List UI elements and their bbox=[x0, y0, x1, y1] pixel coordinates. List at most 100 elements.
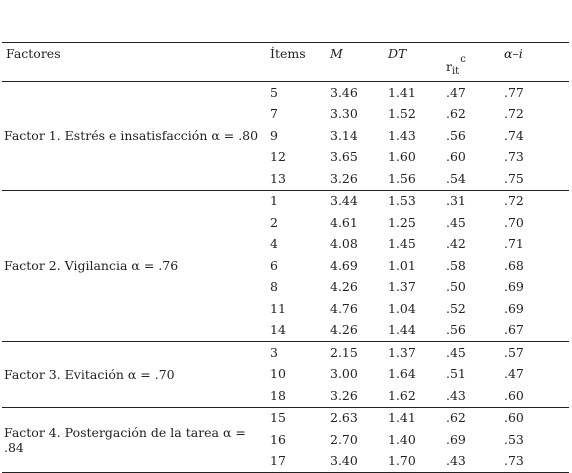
table-header: Factores Ítems M DT ritc α–i bbox=[2, 42, 569, 82]
cell-item: 9 bbox=[270, 127, 278, 143]
cell-rit: .42 bbox=[446, 236, 466, 252]
cell-alpha-i: .75 bbox=[500, 168, 569, 191]
cell-rit: .52 bbox=[446, 300, 466, 316]
cell-dt: 1.25 bbox=[388, 214, 416, 230]
cell-dt: 1.41 bbox=[388, 410, 416, 426]
factor-label: Factor 4. Postergación de la tarea α = .… bbox=[2, 407, 266, 473]
cell-m: 4.76 bbox=[330, 300, 358, 316]
table-row: Factor 1. Estrés e insatisfacción α = .8… bbox=[2, 81, 569, 191]
header-rit-sub: it bbox=[451, 66, 460, 77]
cell-item: 10 bbox=[270, 366, 286, 382]
cell-item: 8 bbox=[270, 279, 278, 295]
data-table-container: Factores Ítems M DT ritc α–i Factor 1. E… bbox=[2, 42, 569, 473]
cell-alpha-i: .77 bbox=[504, 84, 524, 100]
cell-alpha-i: .73 bbox=[504, 149, 524, 165]
cell-alpha-i: .67 bbox=[500, 319, 569, 342]
cell-dt: 1.62 bbox=[384, 385, 442, 408]
cell-dt: 1.04 bbox=[388, 300, 416, 316]
cell-m: 3.26 bbox=[326, 385, 384, 408]
header-dt: DT bbox=[388, 46, 407, 61]
cell-rit: .31 bbox=[446, 193, 466, 209]
cell-dt: 1.60 bbox=[388, 149, 416, 165]
cell-dt: 1.37 bbox=[388, 344, 416, 360]
cell-dt: 1.56 bbox=[384, 168, 442, 191]
header-row: Factores Ítems M DT ritc α–i bbox=[2, 42, 569, 82]
cell-rit: .43 bbox=[442, 385, 500, 408]
cell-m: 3.00 bbox=[330, 366, 358, 382]
table-row: Factor 3. Evitación α = .70 3 2.15 1.37 .45.… bbox=[2, 341, 569, 408]
cell-dt: 1.45 bbox=[388, 236, 416, 252]
cell-m: 4.08 bbox=[330, 236, 358, 252]
cell-item: 6 bbox=[270, 257, 278, 273]
table-row: 12 3.65 1.60 .60 .73 bbox=[2, 147, 569, 169]
cell-dt: 1.40 bbox=[388, 431, 416, 447]
factor-label: Factor 2. Vigilancia α = .76 bbox=[2, 190, 266, 342]
cell-dt: 1.01 bbox=[388, 257, 416, 273]
table-row: 11 4.76 1.04 .52 .69 bbox=[2, 298, 569, 320]
cell-dt: 1.44 bbox=[384, 319, 442, 342]
cell-item: 16 bbox=[270, 431, 286, 447]
cell-item: 14 bbox=[266, 319, 326, 342]
cell-m: 3.65 bbox=[330, 149, 358, 165]
cell-alpha-i: .70 bbox=[504, 214, 524, 230]
header-alpha-i: α–i bbox=[504, 46, 523, 61]
header-rit-base: r bbox=[446, 59, 452, 74]
header-factores: Factores bbox=[6, 46, 61, 61]
cell-m: 4.26 bbox=[326, 319, 384, 342]
table-body: Factor 1. Estrés e insatisfacción α = .8… bbox=[2, 81, 569, 473]
cell-dt: 1.64 bbox=[388, 366, 416, 382]
cell-rit: .60 bbox=[446, 149, 466, 165]
table-row: 13 3.26 1.56.54.75 bbox=[2, 168, 569, 191]
header-m: M bbox=[330, 46, 343, 61]
cell-alpha-i: .74 bbox=[504, 127, 524, 143]
cell-item: 7 bbox=[270, 106, 278, 122]
cell-alpha-i: .68 bbox=[504, 257, 524, 273]
cell-alpha-i: .71 bbox=[504, 236, 524, 252]
cell-item: 4 bbox=[270, 236, 278, 252]
cell-rit: .62 bbox=[446, 410, 466, 426]
cell-dt: 1.37 bbox=[388, 279, 416, 295]
cell-m: 3.30 bbox=[330, 106, 358, 122]
cell-item: 1 bbox=[270, 193, 278, 209]
cell-dt: 1.43 bbox=[388, 127, 416, 143]
cell-item: 15 bbox=[270, 410, 286, 426]
table-row: 14 4.26 1.44.56.67 bbox=[2, 319, 569, 342]
factor-table: Factores Ítems M DT ritc α–i Factor 1. E… bbox=[2, 42, 569, 473]
cell-alpha-i: .60 bbox=[500, 385, 569, 408]
table-row: 6 4.69 1.01 .58 .68 bbox=[2, 255, 569, 277]
cell-m: 3.26 bbox=[326, 168, 384, 191]
cell-item: 2 bbox=[270, 214, 278, 230]
cell-dt: 1.53 bbox=[388, 193, 416, 209]
cell-rit: .51 bbox=[446, 366, 466, 382]
cell-item: 12 bbox=[270, 149, 286, 165]
table-row: Factor 4. Postergación de la tarea α = .… bbox=[2, 407, 569, 473]
cell-rit: .45 bbox=[446, 214, 466, 230]
cell-rit: .50 bbox=[446, 279, 466, 295]
cell-rit: .54 bbox=[442, 168, 500, 191]
table-row: 4 4.08 1.45 .42 .71 bbox=[2, 234, 569, 256]
cell-m: 3.44 bbox=[330, 193, 358, 209]
cell-item: 18 bbox=[266, 385, 326, 408]
cell-item: 13 bbox=[266, 168, 326, 191]
table-row: Factor 2. Vigilancia α = .76 1 3.44 1.53 .31… bbox=[2, 190, 569, 342]
cell-alpha-i: .53 bbox=[504, 431, 524, 447]
table-row: 2 4.61 1.25 .45 .70 bbox=[2, 212, 569, 234]
cell-alpha-i: .69 bbox=[504, 279, 524, 295]
table-row: 18 3.26 1.62.43.60 bbox=[2, 385, 569, 408]
cell-rit: .62 bbox=[446, 106, 466, 122]
cell-m: 2.63 bbox=[330, 410, 358, 426]
cell-rit: .45 bbox=[446, 344, 466, 360]
header-rit-sup: c bbox=[460, 54, 466, 65]
table-row: 8 4.26 1.37 .50 .69 bbox=[2, 277, 569, 299]
cell-alpha-i: .60 bbox=[504, 410, 524, 426]
cell-m: 2.70 bbox=[330, 431, 358, 447]
cell-item: 11 bbox=[270, 300, 286, 316]
table-row: 16 2.70 1.40 .69 .53 bbox=[2, 429, 569, 451]
table-row: 7 3.30 1.52 .62 .72 bbox=[2, 104, 569, 126]
cell-m: 4.26 bbox=[330, 279, 358, 295]
cell-alpha-i: .57 bbox=[504, 344, 524, 360]
cell-m: 2.15 bbox=[330, 344, 358, 360]
cell-dt: 1.41 bbox=[388, 84, 416, 100]
factor-label: Factor 3. Evitación α = .70 bbox=[2, 341, 266, 408]
cell-rit: .47 bbox=[446, 84, 466, 100]
